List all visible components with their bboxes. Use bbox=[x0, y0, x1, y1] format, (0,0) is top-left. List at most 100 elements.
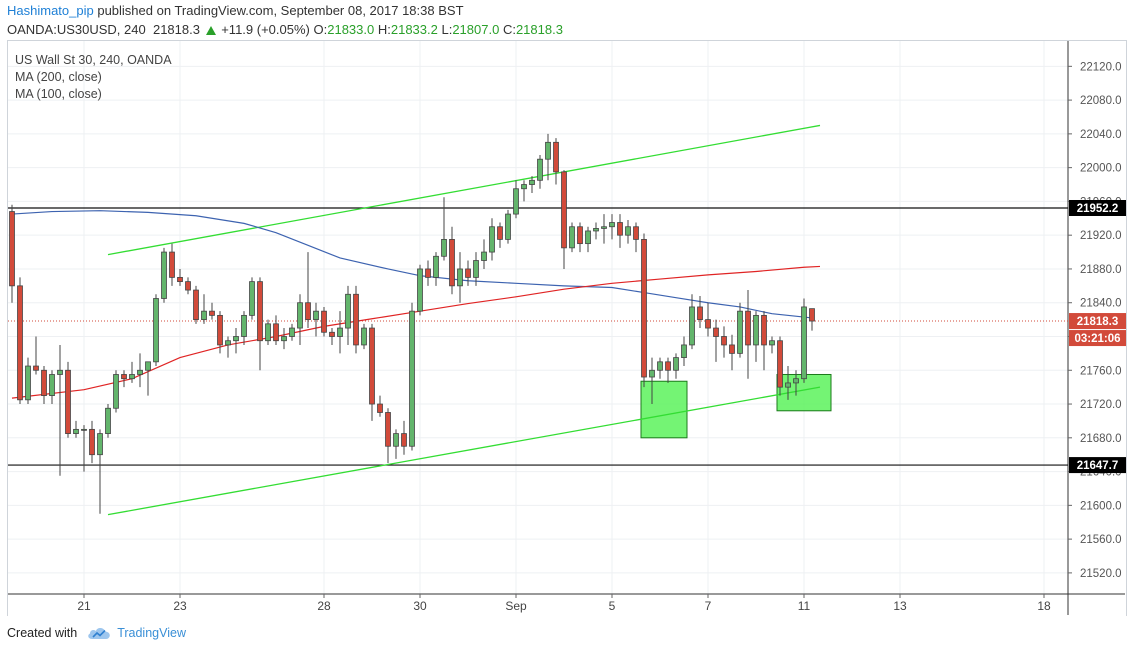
candle bbox=[385, 408, 391, 464]
candle bbox=[89, 420, 95, 464]
candle-body-up bbox=[593, 228, 599, 232]
candle bbox=[433, 252, 439, 286]
channel-lower-line bbox=[107, 386, 821, 516]
candle-body-down bbox=[641, 239, 647, 378]
candle bbox=[161, 247, 167, 303]
candle bbox=[401, 420, 407, 455]
candle bbox=[697, 295, 703, 329]
candle bbox=[809, 308, 815, 331]
last-price: 21818.3 bbox=[152, 22, 200, 37]
candle bbox=[753, 311, 759, 362]
candle-body-down bbox=[41, 369, 47, 396]
low-label: L: bbox=[441, 22, 453, 37]
candle bbox=[361, 323, 367, 350]
price-axis-badge-text: 21952.2 bbox=[1077, 203, 1119, 215]
candle bbox=[641, 233, 647, 388]
candle-body-down bbox=[209, 310, 215, 316]
x-tick-label: 18 bbox=[1037, 599, 1051, 613]
candle-body-down bbox=[377, 403, 383, 413]
y-tick-label: 21880.0 bbox=[1080, 264, 1122, 276]
candle bbox=[633, 222, 639, 253]
candle bbox=[481, 239, 487, 269]
candle-body-up bbox=[201, 310, 207, 321]
candle bbox=[105, 404, 111, 438]
candle bbox=[777, 336, 783, 396]
candle bbox=[145, 361, 151, 396]
candle-body-down bbox=[65, 369, 71, 434]
candle-body-up bbox=[769, 340, 775, 346]
candle bbox=[329, 328, 335, 345]
legend-ma200: MA (200, close) bbox=[15, 70, 102, 84]
candle-body-down bbox=[217, 314, 223, 346]
tradingview-brand-link[interactable]: TradingView bbox=[117, 626, 186, 640]
candle bbox=[65, 361, 71, 438]
candle-body-down bbox=[553, 141, 559, 173]
candle-body-up bbox=[569, 226, 575, 249]
candle-body-down bbox=[425, 268, 431, 278]
legend-title: US Wall St 30, 240, OANDA bbox=[15, 53, 172, 67]
candle-body-up bbox=[601, 226, 607, 229]
candle bbox=[577, 222, 583, 253]
candle bbox=[209, 302, 215, 320]
candle bbox=[769, 336, 775, 354]
y-tick-label: 21840.0 bbox=[1080, 298, 1122, 310]
y-tick-label: 21520.0 bbox=[1080, 568, 1122, 580]
ma200-line bbox=[11, 265, 821, 399]
candle-body-down bbox=[385, 412, 391, 447]
candle bbox=[81, 425, 87, 472]
candle-body-down bbox=[577, 226, 583, 245]
candle bbox=[233, 328, 239, 354]
candle bbox=[121, 370, 127, 388]
candle-body-down bbox=[369, 327, 375, 405]
candle bbox=[705, 302, 711, 337]
candle-body-up bbox=[417, 268, 423, 312]
candle-body-down bbox=[401, 433, 407, 447]
candle-body-down bbox=[809, 308, 815, 322]
candle bbox=[281, 328, 287, 350]
candle-body-up bbox=[81, 428, 87, 431]
candle-body-down bbox=[193, 289, 199, 321]
candle-body-down bbox=[121, 374, 127, 380]
high-label: H: bbox=[377, 22, 391, 37]
candle bbox=[353, 285, 359, 354]
candle bbox=[273, 315, 279, 345]
candle-body-down bbox=[561, 171, 567, 249]
candle bbox=[537, 154, 543, 189]
candle-body-up bbox=[249, 281, 255, 316]
symbol-line: OANDA:US30USD, 240 21818.3 +11.9 (+0.05%… bbox=[7, 22, 563, 37]
candle bbox=[57, 344, 63, 476]
candle-body-up bbox=[297, 302, 303, 329]
x-tick-label: 7 bbox=[705, 599, 712, 613]
candle-body-up bbox=[313, 310, 319, 321]
candle bbox=[545, 133, 551, 181]
candle bbox=[169, 243, 175, 286]
candle bbox=[201, 294, 207, 324]
candle bbox=[409, 302, 415, 451]
candle-body-up bbox=[585, 230, 591, 245]
candle-body-up bbox=[689, 306, 695, 346]
candle-body-up bbox=[361, 327, 367, 346]
candle bbox=[473, 252, 479, 286]
candle-body-up bbox=[233, 336, 239, 342]
candle bbox=[17, 277, 23, 405]
candle-body-up bbox=[409, 310, 415, 447]
x-tick-label: 28 bbox=[317, 599, 331, 613]
candle-body-up bbox=[521, 184, 527, 190]
candle-body-up bbox=[433, 255, 439, 278]
x-tick-label: Sep bbox=[505, 599, 527, 613]
open-label: O: bbox=[313, 22, 328, 37]
candle-body-down bbox=[9, 211, 15, 287]
candle-body-up bbox=[73, 428, 79, 434]
candle bbox=[617, 214, 623, 248]
candle-body-up bbox=[137, 369, 143, 375]
candle-body-down bbox=[697, 306, 703, 321]
candle-body-up bbox=[545, 141, 551, 160]
candle-body-down bbox=[449, 239, 455, 287]
candle bbox=[737, 302, 743, 358]
countdown-text: 03:21:06 bbox=[1074, 333, 1120, 345]
candle bbox=[185, 277, 191, 295]
author-link[interactable]: Hashimato_pip bbox=[7, 3, 94, 18]
price-axis-badge-text: 21647.7 bbox=[1077, 460, 1119, 472]
candle-body-up bbox=[161, 251, 167, 299]
